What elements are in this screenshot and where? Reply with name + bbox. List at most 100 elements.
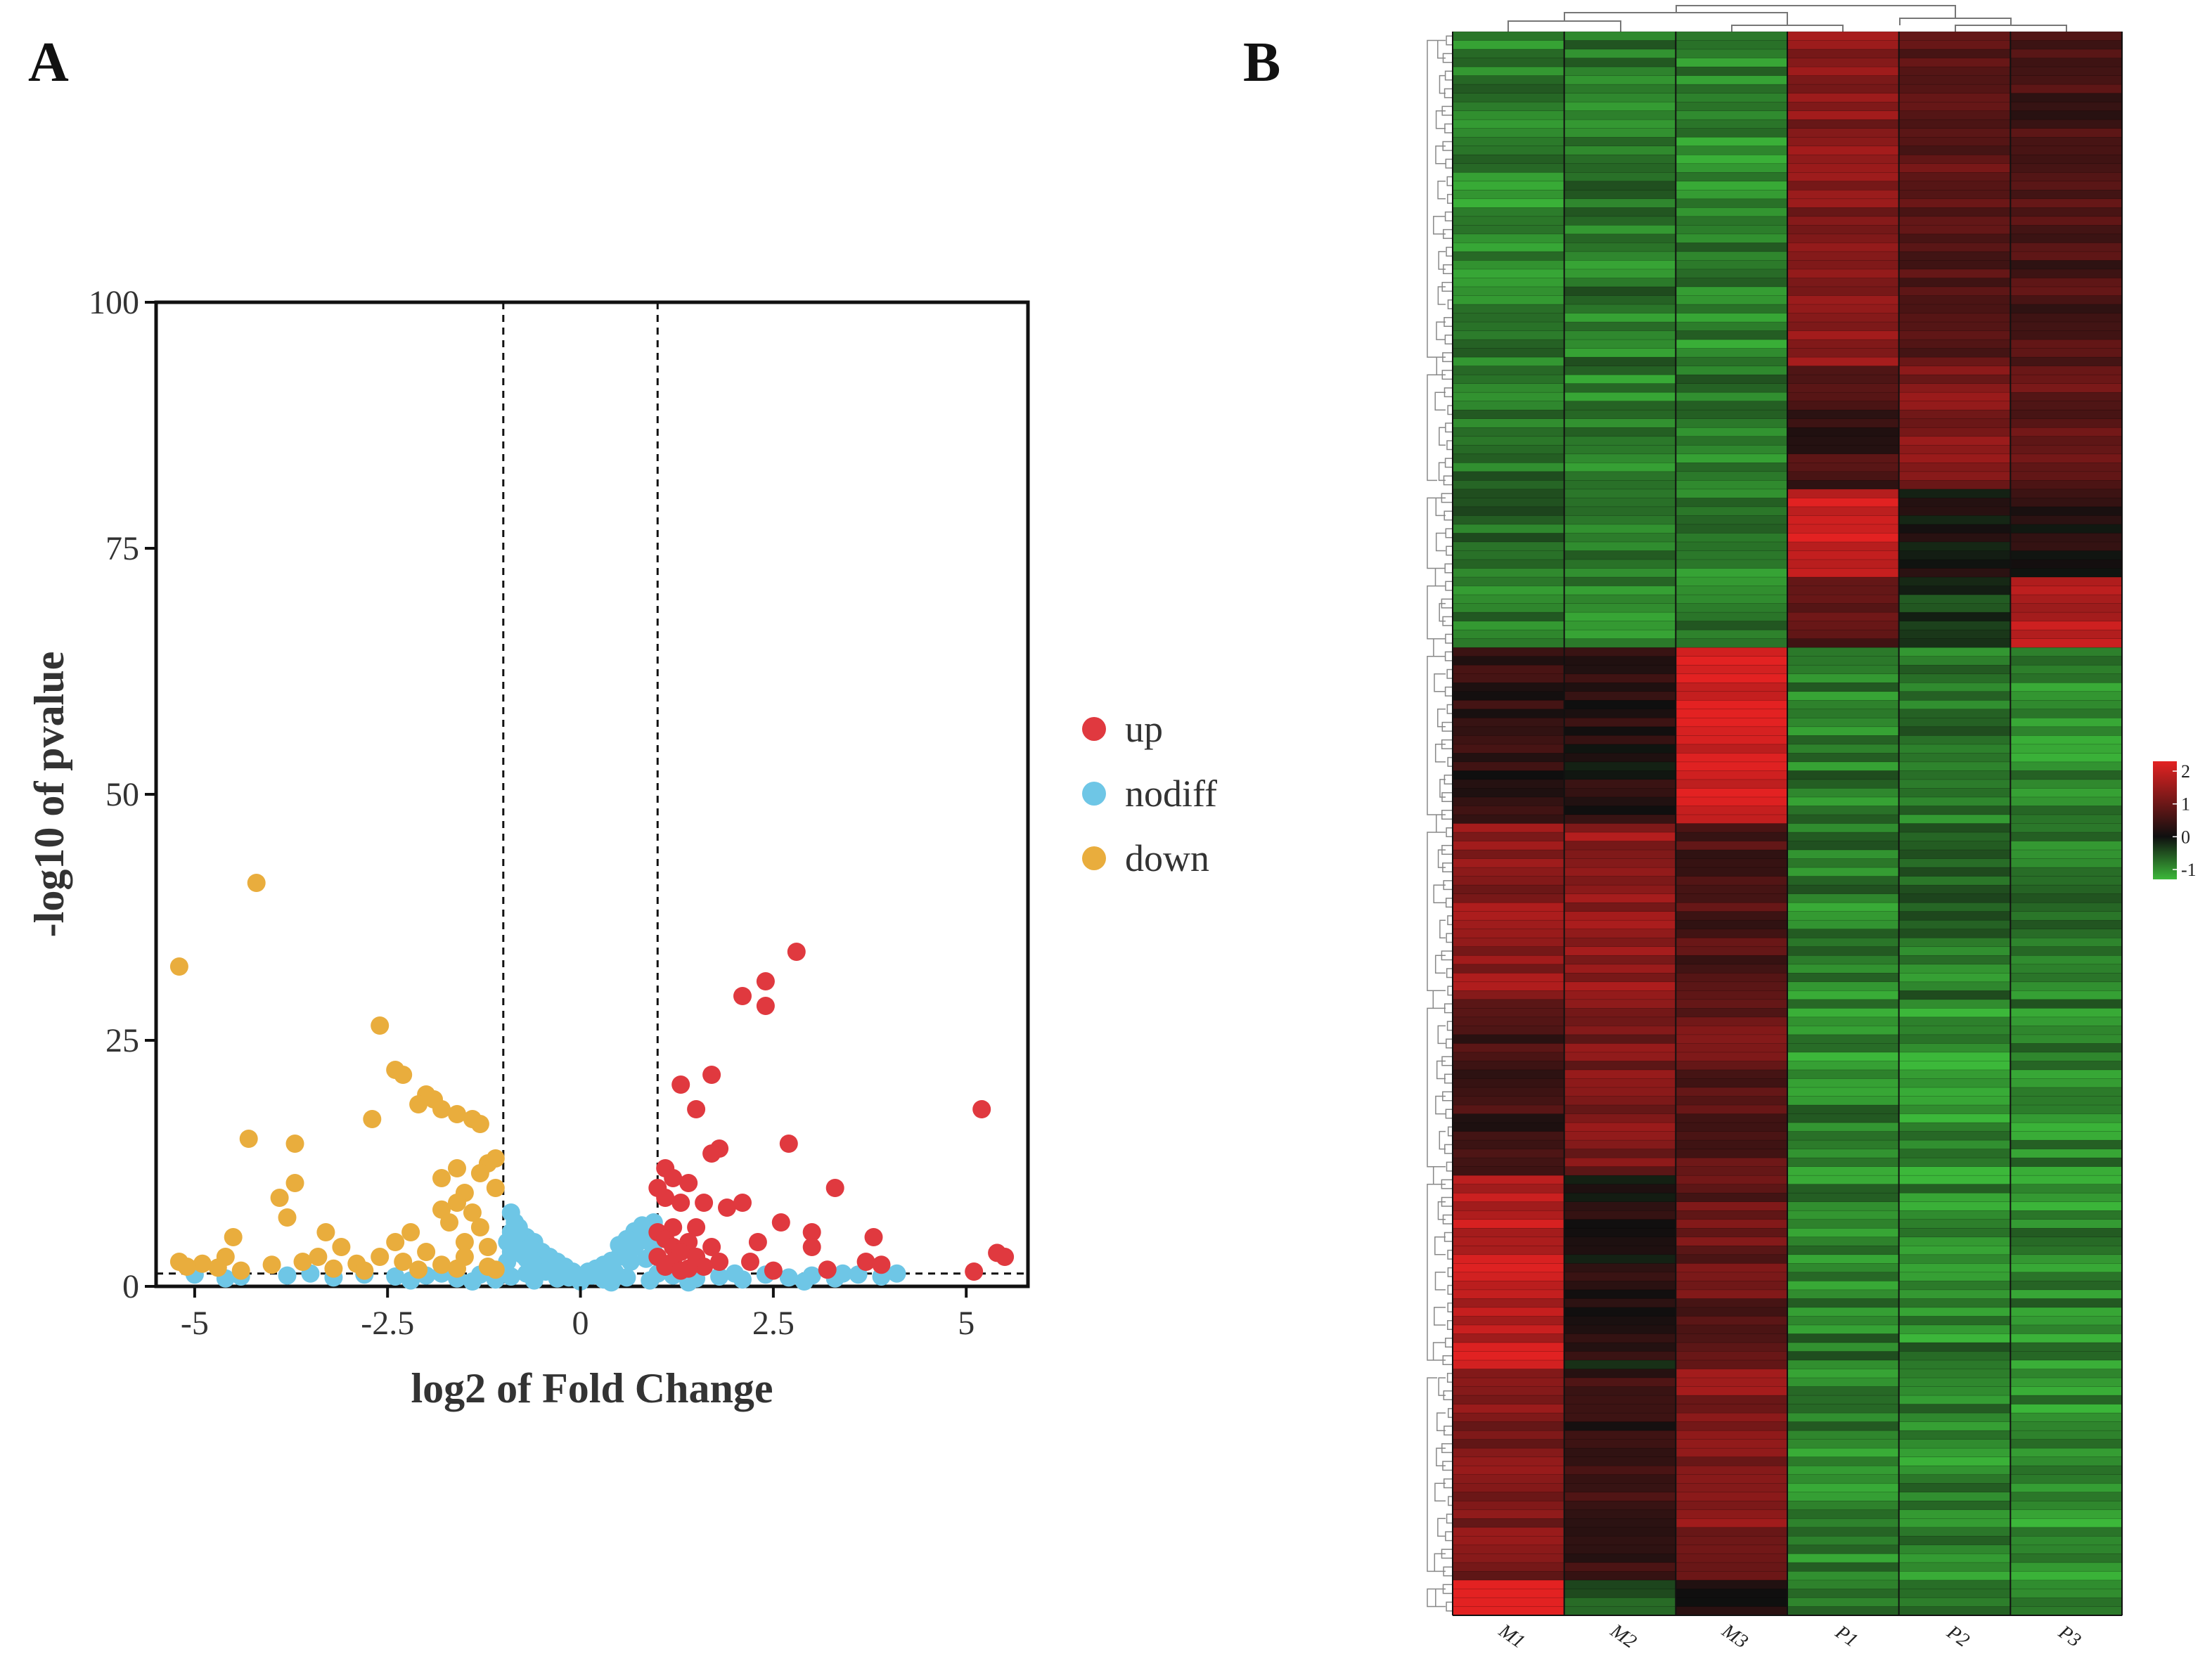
heatmap-cell — [1564, 1447, 1677, 1458]
heatmap-cell — [1898, 401, 2012, 411]
heatmap-cell — [2010, 128, 2123, 138]
point-up — [741, 1253, 759, 1271]
heatmap-cell — [1676, 154, 1788, 164]
heatmap-cell — [1452, 541, 1565, 552]
heatmap-cell — [1787, 119, 1900, 129]
heatmap-cell — [2010, 1254, 2123, 1265]
heatmap-cell — [1452, 1474, 1565, 1484]
heatmap-cell — [1452, 489, 1565, 499]
heatmap-cell — [1676, 594, 1788, 605]
point-up — [702, 1066, 721, 1084]
heatmap-cell — [1898, 207, 2012, 217]
heatmap-cell — [2010, 444, 2123, 455]
heatmap-cell — [1787, 260, 1900, 270]
heatmap-cell — [1452, 1113, 1565, 1123]
heatmap-cell — [1676, 1474, 1788, 1484]
heatmap-cell — [1787, 955, 1900, 965]
heatmap-cell — [2010, 84, 2123, 94]
heatmap-cell — [1564, 225, 1677, 235]
heatmap-cell — [2010, 40, 2123, 50]
heatmap-cell — [1452, 453, 1565, 464]
heatmap-cell — [1452, 1544, 1565, 1555]
point-down — [463, 1203, 482, 1222]
heatmap-cell — [1787, 136, 1900, 147]
heatmap-column-label: M2 — [1606, 1620, 1640, 1653]
heatmap-cell — [1898, 225, 2012, 235]
heatmap-cell — [1898, 304, 2012, 314]
heatmap-cell — [2010, 498, 2123, 508]
heatmap-cell — [1564, 40, 1677, 50]
point-down — [448, 1259, 466, 1278]
row-dendrogram-branches — [1427, 35, 1453, 1612]
heatmap-cell — [1787, 1157, 1900, 1168]
heatmap-cell — [1787, 1386, 1900, 1396]
y-tick-label: 25 — [105, 1022, 139, 1059]
heatmap-cell — [1898, 110, 2012, 120]
heatmap-cell — [1452, 409, 1565, 420]
heatmap-cell — [1564, 286, 1677, 297]
heatmap-cell — [1564, 1061, 1677, 1071]
heatmap-cell — [1452, 480, 1565, 490]
heatmap-cell — [1452, 1184, 1565, 1194]
heatmap-cell — [1676, 858, 1788, 868]
heatmap-cell — [1564, 260, 1677, 270]
heatmap-cell — [2010, 576, 2123, 587]
heatmap-cell — [1564, 955, 1677, 965]
heatmap-cell — [1452, 876, 1565, 886]
heatmap-cell — [1452, 251, 1565, 261]
heatmap-cell — [1676, 181, 1788, 190]
point-up — [671, 1261, 690, 1280]
heatmap-cell — [1564, 330, 1677, 340]
heatmap-cell — [1787, 1553, 1900, 1563]
heatmap-cell — [1452, 638, 1565, 648]
heatmap-cell — [1452, 1307, 1565, 1317]
heatmap-cell — [2010, 463, 2123, 472]
heatmap-cell — [2010, 1307, 2123, 1317]
heatmap-cell — [1676, 1227, 1788, 1238]
heatmap-cell — [1452, 366, 1565, 375]
heatmap-cell — [1676, 1404, 1788, 1414]
heatmap-cell — [1898, 286, 2012, 297]
heatmap-cell — [1564, 1404, 1677, 1414]
heatmap-cell — [1898, 480, 2012, 490]
point-nodiff — [833, 1264, 852, 1283]
heatmap-cell — [1898, 348, 2012, 358]
heatmap-cell — [1898, 515, 2012, 525]
heatmap-cell — [1787, 110, 1900, 120]
heatmap-cell — [1452, 568, 1565, 578]
heatmap-cell — [1452, 1518, 1565, 1528]
heatmap-cell — [2010, 189, 2123, 200]
heatmap-cell — [1787, 1043, 1900, 1053]
heatmap-cell — [1564, 1210, 1677, 1220]
heatmap-cell — [1676, 911, 1788, 921]
y-tick-label: 75 — [105, 530, 139, 567]
heatmap-cell — [1564, 1421, 1677, 1431]
heatmap-cell — [1676, 110, 1788, 120]
heatmap-cell — [1676, 418, 1788, 428]
heatmap-cell — [1787, 1219, 1900, 1229]
heatmap-cell — [1452, 691, 1565, 701]
heatmap-cell — [1898, 1518, 2012, 1528]
point-nodiff — [463, 1272, 482, 1291]
heatmap-cell — [1787, 744, 1900, 754]
heatmap-cell — [1676, 1149, 1788, 1158]
heatmap-cell — [1898, 58, 2012, 67]
heatmap-cell — [1787, 269, 1900, 279]
heatmap-cell — [1787, 295, 1900, 305]
heatmap-cell — [1787, 348, 1900, 358]
heatmap-cell — [1452, 1166, 1565, 1176]
heatmap-cell — [1787, 1421, 1900, 1431]
heatmap-cell — [1452, 524, 1565, 534]
heatmap-cell — [1676, 919, 1788, 930]
heatmap-cell — [2010, 1289, 2123, 1300]
heatmap-cell — [2010, 541, 2123, 552]
heatmap-cell — [1787, 568, 1900, 578]
heatmap-cell — [2010, 893, 2123, 903]
heatmap-cell — [1564, 559, 1677, 569]
heatmap-cell — [1787, 1527, 1900, 1537]
heatmap-cell — [1564, 1536, 1677, 1546]
heatmap-cell — [1787, 101, 1900, 112]
heatmap-cell — [1452, 955, 1565, 965]
heatmap-cell — [1452, 506, 1565, 517]
heatmap-cell — [2010, 1553, 2123, 1563]
